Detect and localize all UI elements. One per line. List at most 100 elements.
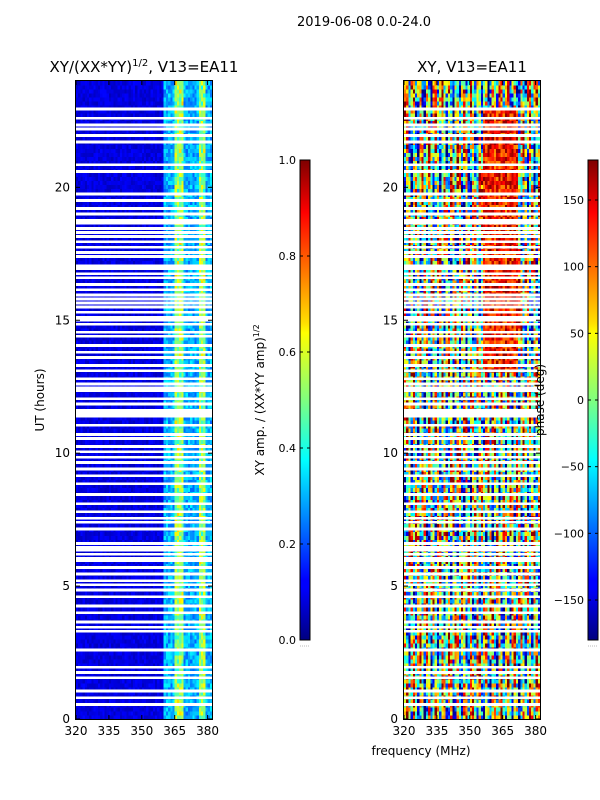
heatmap-cell bbox=[84, 679, 88, 684]
heatmap-cell bbox=[161, 651, 165, 656]
heatmap-cell bbox=[100, 659, 103, 664]
heatmap-cell bbox=[137, 691, 140, 696]
heatmap-cell bbox=[84, 539, 88, 544]
heatmap-cell bbox=[137, 499, 140, 505]
heatmap-cell bbox=[181, 563, 184, 568]
heatmap-cell bbox=[126, 591, 129, 596]
heatmap-cell bbox=[126, 683, 129, 688]
heatmap-cell bbox=[108, 479, 112, 485]
heatmap-cell bbox=[133, 687, 136, 692]
heatmap-cell bbox=[185, 699, 189, 704]
heatmap-cell bbox=[192, 419, 195, 425]
heatmap-cell bbox=[161, 591, 165, 596]
heatmap-cell bbox=[141, 495, 145, 501]
heatmap-cell bbox=[163, 419, 167, 425]
heatmap-cell bbox=[154, 543, 158, 548]
heatmap-cell bbox=[126, 715, 129, 720]
heatmap-cell bbox=[95, 643, 99, 648]
heatmap-cell bbox=[117, 483, 121, 489]
heatmap-cell bbox=[207, 711, 211, 716]
heatmap-cell bbox=[86, 699, 90, 704]
heatmap-cell bbox=[130, 631, 134, 636]
heatmap-cell bbox=[185, 535, 189, 540]
heatmap-cell bbox=[161, 523, 165, 528]
heatmap-cell bbox=[176, 543, 180, 548]
heatmap-cell bbox=[192, 535, 195, 540]
heatmap-cell bbox=[135, 400, 138, 405]
heatmap-cell bbox=[82, 539, 86, 544]
heatmap-cell bbox=[157, 523, 160, 528]
heatmap-cell bbox=[187, 503, 191, 509]
heatmap-cell bbox=[205, 511, 208, 516]
heatmap-cell bbox=[185, 415, 189, 421]
heatmap-cell bbox=[141, 567, 145, 572]
heatmap-cell bbox=[154, 531, 158, 536]
heatmap-cell bbox=[176, 635, 180, 640]
heatmap-cell bbox=[128, 567, 132, 572]
heatmap-cell bbox=[207, 563, 211, 568]
heatmap-cell bbox=[111, 615, 114, 620]
heatmap-cell bbox=[93, 715, 97, 720]
heatmap-cell bbox=[119, 623, 123, 628]
heatmap-cell bbox=[76, 487, 79, 493]
heatmap-cell bbox=[113, 639, 116, 644]
heatmap-cell bbox=[172, 495, 176, 501]
heatmap-cell bbox=[159, 523, 162, 528]
heatmap-cell bbox=[102, 487, 105, 493]
heatmap-cell bbox=[159, 607, 162, 612]
heatmap-cell bbox=[198, 643, 202, 648]
heatmap-cell bbox=[185, 503, 189, 509]
heatmap-cell bbox=[159, 627, 162, 632]
heatmap-cell bbox=[154, 495, 158, 501]
heatmap-cell bbox=[144, 715, 147, 720]
heatmap-cell bbox=[111, 699, 114, 704]
heatmap-cell bbox=[165, 439, 169, 445]
heatmap-cell bbox=[201, 403, 204, 409]
heatmap-cell bbox=[126, 663, 129, 668]
heatmap-cell bbox=[198, 439, 202, 445]
heatmap-cell bbox=[159, 639, 162, 644]
heatmap-cell bbox=[192, 683, 195, 688]
heatmap-cell bbox=[198, 463, 202, 469]
heatmap-cell bbox=[201, 655, 204, 660]
heatmap-cell bbox=[95, 655, 99, 660]
heatmap-cell bbox=[192, 415, 195, 421]
heatmap-cell bbox=[122, 447, 125, 453]
heatmap-cell bbox=[128, 487, 132, 493]
heatmap-cell bbox=[111, 419, 114, 425]
heatmap-cell bbox=[170, 471, 173, 477]
heatmap-cell bbox=[146, 535, 149, 540]
heatmap-cell bbox=[124, 607, 127, 612]
heatmap-cell bbox=[192, 483, 195, 489]
heatmap-cell bbox=[126, 487, 129, 493]
heatmap-cell bbox=[196, 683, 200, 688]
heatmap-cell bbox=[80, 687, 83, 692]
heatmap-cell bbox=[117, 511, 121, 516]
heatmap-cell bbox=[201, 447, 204, 453]
heatmap-cell bbox=[139, 507, 143, 512]
heatmap-cell bbox=[161, 575, 165, 580]
heatmap-cell bbox=[170, 627, 173, 632]
heatmap-cell bbox=[84, 667, 88, 672]
heatmap-cell bbox=[89, 655, 92, 660]
heatmap-cell bbox=[159, 663, 162, 668]
heatmap-cell bbox=[106, 631, 110, 636]
heatmap-cell bbox=[115, 483, 119, 489]
heatmap-cell bbox=[80, 599, 83, 604]
heatmap-cell bbox=[124, 627, 127, 632]
heatmap-cell bbox=[157, 419, 160, 425]
heatmap-cell bbox=[207, 631, 211, 636]
heatmap-cell bbox=[209, 667, 213, 672]
heatmap-cell bbox=[172, 483, 176, 489]
heatmap-cell bbox=[113, 643, 116, 648]
heatmap-cell bbox=[183, 615, 187, 620]
heatmap-cell bbox=[97, 415, 101, 421]
heatmap-cell bbox=[185, 487, 189, 493]
heatmap-cell bbox=[126, 691, 129, 696]
heatmap-cell bbox=[163, 447, 167, 453]
heatmap-cell bbox=[135, 535, 138, 540]
heatmap-cell bbox=[141, 715, 145, 720]
heatmap-cell bbox=[185, 691, 189, 696]
heatmap-cell bbox=[104, 643, 108, 648]
heatmap-cell bbox=[205, 463, 208, 469]
